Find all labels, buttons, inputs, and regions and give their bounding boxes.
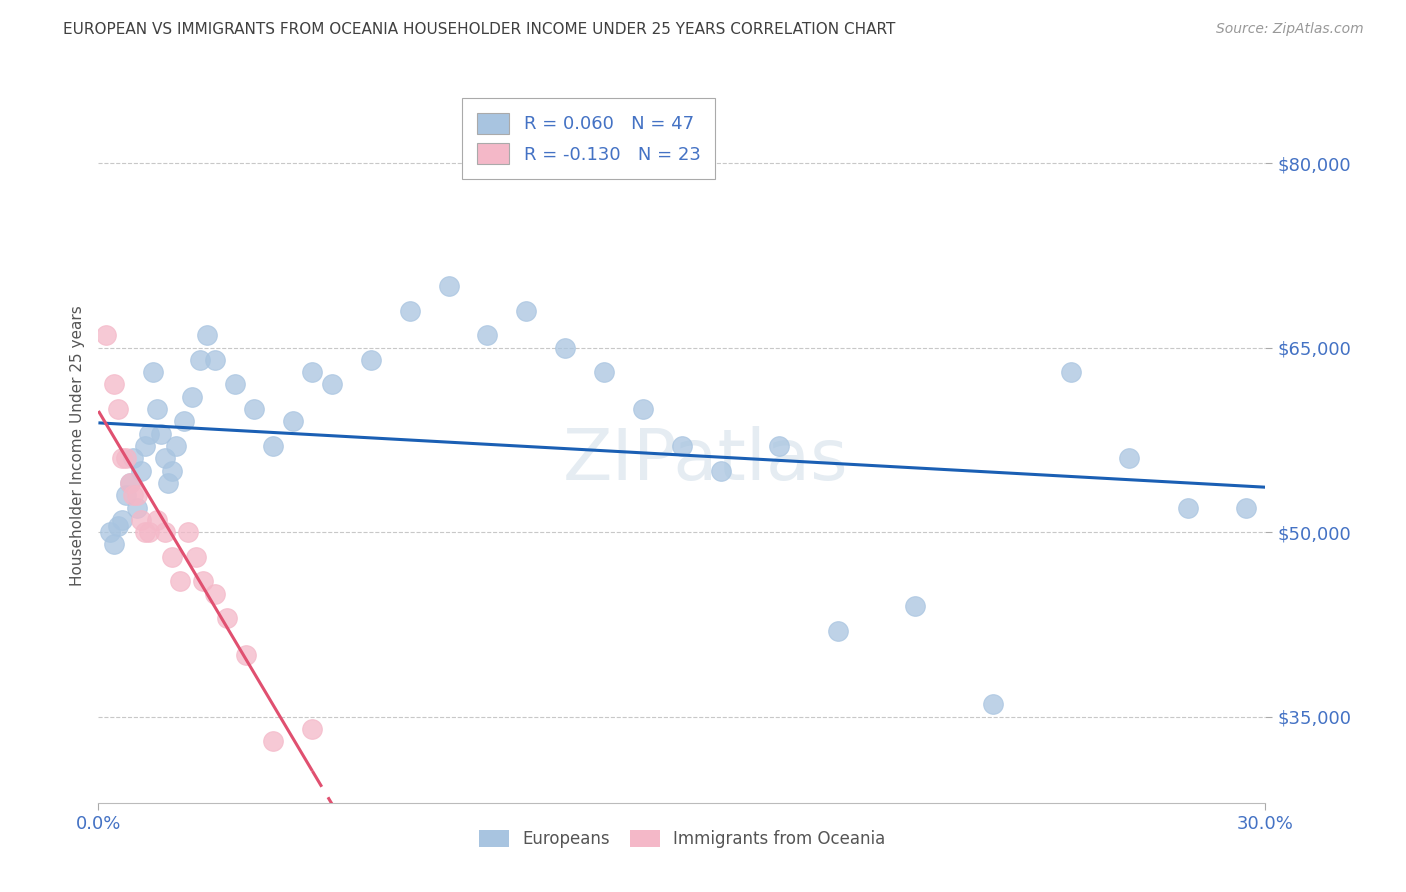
Point [981,698,1004,712]
Point [96,328,118,343]
Point [129,464,152,478]
Point [165,439,187,453]
Point [281,414,304,428]
Text: Source: ZipAtlas.com: Source: ZipAtlas.com [1216,22,1364,37]
Point [477,328,499,343]
Point [180,390,202,404]
Point [153,525,176,540]
Point [162,464,184,478]
Point [262,734,284,748]
Point [153,451,176,466]
Point [631,402,654,417]
Point [827,624,849,638]
Point [193,574,215,589]
Point [235,648,257,662]
Point [122,488,145,502]
Point [98,525,121,540]
Point [142,365,165,379]
Point [515,303,537,318]
Point [671,439,693,453]
Point [107,519,129,533]
Text: EUROPEAN VS IMMIGRANTS FROM OCEANIA HOUSEHOLDER INCOME UNDER 25 YEARS CORRELATIO: EUROPEAN VS IMMIGRANTS FROM OCEANIA HOUS… [63,22,896,37]
Point [103,537,125,551]
Point [188,352,211,367]
Point [904,599,927,613]
Point [129,513,152,527]
Point [114,451,136,466]
Point [204,352,226,367]
Point [103,377,125,392]
Point [146,402,169,417]
Point [134,525,156,540]
Point [138,525,160,540]
Point [122,451,145,466]
Point [127,500,149,515]
Point [118,475,141,490]
Point [111,451,134,466]
Point [162,549,184,564]
Point [1060,365,1083,379]
Point [204,587,226,601]
Point [710,464,733,478]
Point [768,439,790,453]
Point [1234,500,1257,515]
Point [107,402,129,417]
Point [1118,451,1140,466]
Point [111,513,134,527]
Point [437,279,460,293]
Point [177,525,200,540]
Point [398,303,420,318]
Point [224,377,246,392]
Point [138,426,160,441]
Point [149,426,172,441]
Text: ZIPatlas: ZIPatlas [562,425,848,495]
Point [195,328,218,343]
Point [134,439,156,453]
Point [215,611,238,625]
Point [301,365,323,379]
Point [262,439,284,453]
Point [146,513,169,527]
Point [554,341,576,355]
Y-axis label: Householder Income Under 25 years: Householder Income Under 25 years [69,306,84,586]
Point [184,549,207,564]
Point [321,377,343,392]
Point [127,488,149,502]
Point [114,488,136,502]
Point [360,352,382,367]
Point [301,722,323,736]
Legend: Europeans, Immigrants from Oceania: Europeans, Immigrants from Oceania [472,823,891,855]
Point [157,475,180,490]
Point [173,414,195,428]
Point [243,402,266,417]
Point [169,574,191,589]
Point [118,475,141,490]
Point [1177,500,1199,515]
Point [593,365,616,379]
